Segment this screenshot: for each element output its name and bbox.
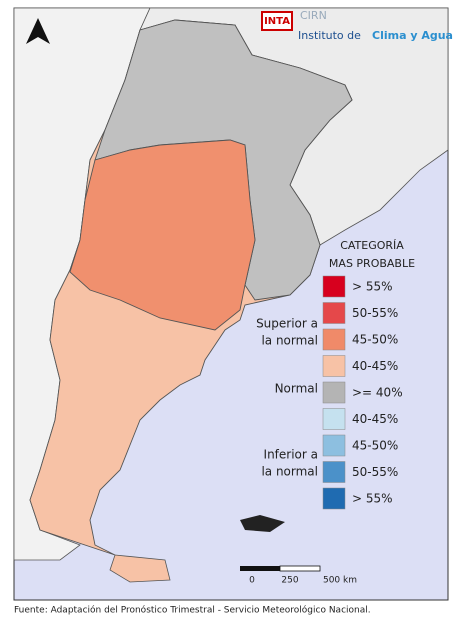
scale-bar: [279, 565, 321, 572]
group-label: la normal: [261, 465, 318, 479]
legend-swatch: [322, 434, 346, 457]
group-label: la normal: [261, 334, 318, 348]
group-label: Inferior a: [264, 448, 318, 462]
center-name: CIRN: [300, 9, 327, 22]
legend-label: > 55%: [352, 280, 393, 294]
legend-swatch: [322, 381, 346, 404]
legend-label: 45-50%: [352, 333, 398, 347]
malvinas: [240, 515, 285, 532]
legend-label: 40-45%: [352, 412, 398, 426]
scale-label: 250: [281, 576, 298, 586]
scale-bar: [240, 566, 280, 571]
group-label: Normal: [275, 382, 318, 396]
legend-label: >= 40%: [352, 386, 403, 400]
footer: Fuente: Adaptación del Pronóstico Trimes…: [14, 605, 371, 616]
legend-title: MAS PROBABLE: [329, 257, 415, 270]
logo-box: [261, 11, 293, 31]
legend-swatch: [322, 302, 346, 324]
group-label: Superior a: [256, 317, 318, 331]
legend-label: > 55%: [352, 492, 393, 506]
legend-swatch: [322, 408, 346, 430]
legend-title: CATEGORÍA: [340, 239, 404, 252]
legend: > 55% 50-55% 45-50% 40-45% >= 40% 40-45% 45-50…: [322, 275, 403, 510]
legend-label: 45-50%: [352, 439, 398, 453]
legend-swatch: [322, 275, 346, 298]
legend-label: 50-55%: [352, 465, 398, 479]
legend-label: 40-45%: [352, 359, 398, 373]
logo-text: INTA: [264, 16, 290, 27]
legend-swatch: [322, 487, 346, 510]
legend-swatch: [322, 328, 346, 351]
institute-name: Clima y Agua: [372, 29, 453, 42]
legend-swatch: [322, 461, 346, 483]
legend-swatch: [322, 355, 346, 377]
institute-prefix: Instituto de: [298, 29, 361, 42]
scale-label: 500 km: [323, 576, 357, 586]
legend-label: 50-55%: [352, 306, 398, 320]
scale-label: 0: [249, 576, 255, 586]
north-arrow: [26, 18, 50, 44]
tierra-del-fuego: [109, 554, 171, 583]
argentina-center: [69, 139, 256, 331]
